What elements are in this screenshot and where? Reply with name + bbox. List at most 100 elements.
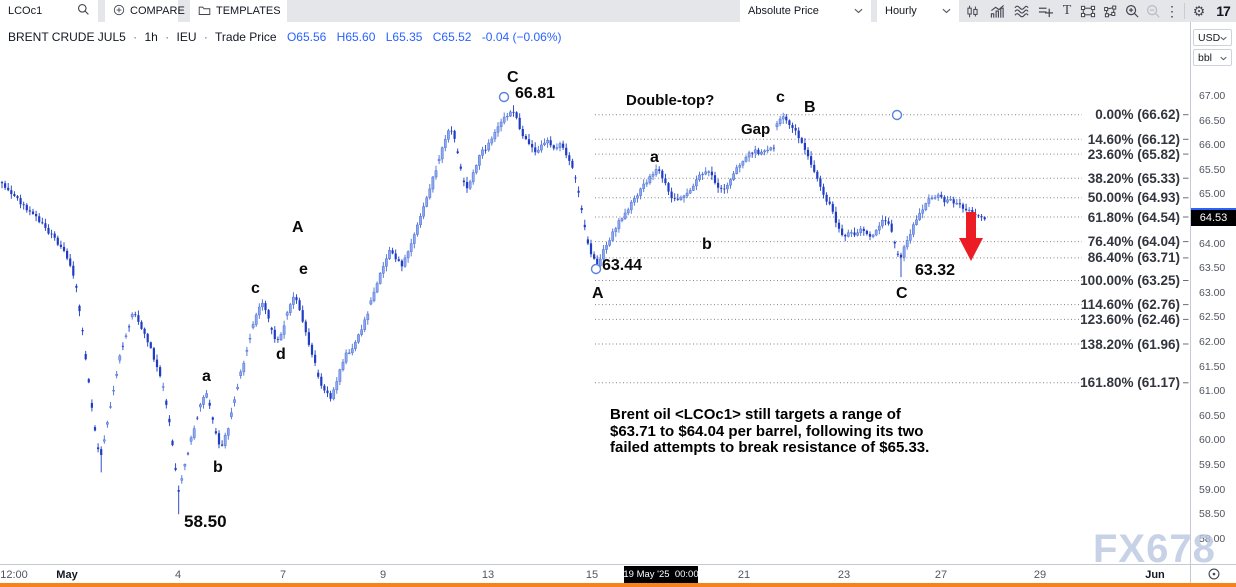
wave-label[interactable]: Double-top?	[626, 92, 715, 109]
price-tick: 63.00	[1199, 286, 1226, 299]
chevron-down-icon	[1220, 32, 1227, 44]
wave-label[interactable]: C	[896, 285, 908, 302]
chart-canvas[interactable]: BRENT CRUDE JUL5 · 1h · IEU · Trade Pric…	[0, 22, 1190, 564]
wave-label[interactable]: C	[507, 69, 519, 86]
legend-instrument: BRENT CRUDE JUL5	[8, 30, 126, 44]
indicators-icon[interactable]	[986, 0, 1008, 22]
drawing-anchor-marker	[891, 109, 903, 121]
legend-low: L65.35	[385, 30, 423, 44]
price-tick: 67.00	[1199, 90, 1226, 102]
price-tick: 62.00	[1199, 336, 1226, 348]
fib-level-label: 100.00% (63.25)	[1080, 273, 1180, 288]
price-tick: 58.50	[1199, 508, 1226, 521]
wave-label[interactable]: A	[292, 219, 304, 236]
price-mode-value: Absolute Price	[748, 5, 819, 17]
wave-label[interactable]: d	[276, 346, 286, 363]
wave-label[interactable]: c	[776, 89, 785, 106]
price-tick: 62.50	[1199, 311, 1226, 324]
unit-value: bbl	[1198, 51, 1213, 64]
wave-label[interactable]: Gap	[741, 121, 771, 138]
time-tick: Jun	[1145, 569, 1165, 581]
templates-label: TEMPLATES	[216, 5, 281, 17]
wave-label[interactable]: 63.32	[915, 262, 956, 279]
folder-icon	[198, 4, 211, 19]
compare-plus-icon	[113, 4, 125, 19]
wave-label[interactable]: 58.50	[184, 512, 227, 531]
price-tick: 66.00	[1199, 139, 1226, 152]
fib-level-label: 14.60% (66.12)	[1087, 131, 1180, 147]
currency-value: USD	[1198, 31, 1221, 44]
more-icon[interactable]: ⋮	[1165, 3, 1179, 19]
drawing-anchor-marker	[590, 263, 602, 275]
currency-select[interactable]: USD	[1193, 29, 1232, 46]
tradingview-logo[interactable]: 17	[1216, 3, 1231, 19]
time-tick: May	[56, 569, 78, 581]
price-tick: 60.50	[1199, 409, 1226, 422]
templates-button[interactable]: TEMPLATES	[190, 0, 287, 22]
time-tick: 15	[585, 569, 599, 581]
wave-label[interactable]: 63.44	[602, 257, 643, 274]
candlestick-plot	[0, 91, 1189, 515]
time-tick: 21	[737, 569, 751, 581]
fib-level-label: 76.40% (64.04)	[1087, 234, 1180, 250]
legend-interval: 1h	[144, 30, 158, 44]
fib-level-label: 138.20% (61.96)	[1080, 336, 1180, 352]
legend-open: O65.56	[286, 30, 327, 44]
interval-value: Hourly	[885, 5, 917, 17]
symbol-search-value: LCOc1	[8, 5, 43, 17]
wave-label[interactable]: b	[213, 459, 223, 476]
legend-change: -0.04 (−0.06%)	[481, 30, 562, 44]
price-tick: 60.00	[1199, 434, 1226, 447]
red-down-arrow	[959, 212, 983, 261]
wave-label[interactable]: e	[299, 261, 308, 278]
alert-plus-icon[interactable]	[1034, 0, 1056, 22]
fib-level-label: 86.40% (63.71)	[1087, 250, 1180, 266]
legend-high: H65.60	[336, 30, 376, 44]
wave-label[interactable]: c	[251, 280, 260, 297]
compare-waves-icon[interactable]	[1010, 0, 1032, 22]
last-price-badge: 64.53	[1191, 208, 1236, 226]
search-icon	[77, 3, 90, 19]
axis-settings-icon	[1207, 567, 1221, 586]
time-tick: 23	[837, 569, 851, 581]
text-tool-icon[interactable]: T	[1062, 3, 1072, 18]
candlestick-style-icon[interactable]	[961, 0, 983, 22]
price-tick: 63.50	[1199, 262, 1226, 275]
rect-select-icon[interactable]	[1077, 0, 1099, 22]
symbol-search-box[interactable]: LCOc1	[0, 0, 98, 22]
legend-venue: IEU	[176, 30, 197, 44]
price-tick: 64.00	[1199, 237, 1226, 250]
price-tick: 59.50	[1199, 459, 1226, 471]
fib-level-label: 114.60% (62.76)	[1080, 297, 1180, 313]
wave-label[interactable]: a	[650, 149, 659, 166]
fib-level-label: 50.00% (64.93)	[1087, 190, 1180, 206]
wave-label[interactable]: A	[592, 285, 604, 302]
wave-label[interactable]: 66.81	[515, 85, 556, 102]
legend-close: C65.52	[432, 30, 472, 44]
polygon-select-icon[interactable]	[1099, 0, 1121, 22]
time-tick: 27	[934, 569, 948, 581]
interval-select[interactable]: Hourly	[877, 0, 959, 22]
wave-label[interactable]: B	[804, 99, 816, 116]
fib-level-label: 23.60% (65.82)	[1087, 146, 1180, 162]
price-axis[interactable]: 67.00 66.50 66.00 65.50 65.00 64.00 63.50 63.00…	[1190, 22, 1236, 564]
legend-field: Trade Price	[215, 30, 277, 44]
price-tick: 65.00	[1199, 188, 1226, 201]
unit-select[interactable]: bbl	[1193, 49, 1232, 66]
wave-label[interactable]: a	[202, 368, 211, 385]
wave-label[interactable]: b	[702, 236, 712, 253]
price-mode-select[interactable]: Absolute Price	[740, 0, 871, 22]
chart-legend: BRENT CRUDE JUL5 · 1h · IEU · Trade Pric…	[8, 30, 562, 44]
toolbar-separator	[1184, 3, 1185, 19]
compare-button[interactable]: COMPARE	[105, 0, 185, 22]
compare-label: COMPARE	[130, 5, 185, 17]
top-toolbar: LCOc1 COMPARE TEMPLATES Absolute Price H…	[0, 0, 1236, 23]
zoom-in-icon[interactable]	[1121, 0, 1143, 22]
settings-gear-icon[interactable]: ⚙	[1192, 3, 1206, 19]
time-tick: 9	[379, 569, 387, 581]
time-tick: 13	[481, 569, 495, 581]
price-tick: 65.50	[1199, 163, 1226, 176]
price-tick: 61.50	[1199, 360, 1226, 373]
axis-settings-button[interactable]	[1190, 564, 1236, 587]
time-axis[interactable]: 12:00 May 4 7 9 13 15 21 23 27 29 Jun 19 May '25 00…	[0, 564, 1190, 587]
